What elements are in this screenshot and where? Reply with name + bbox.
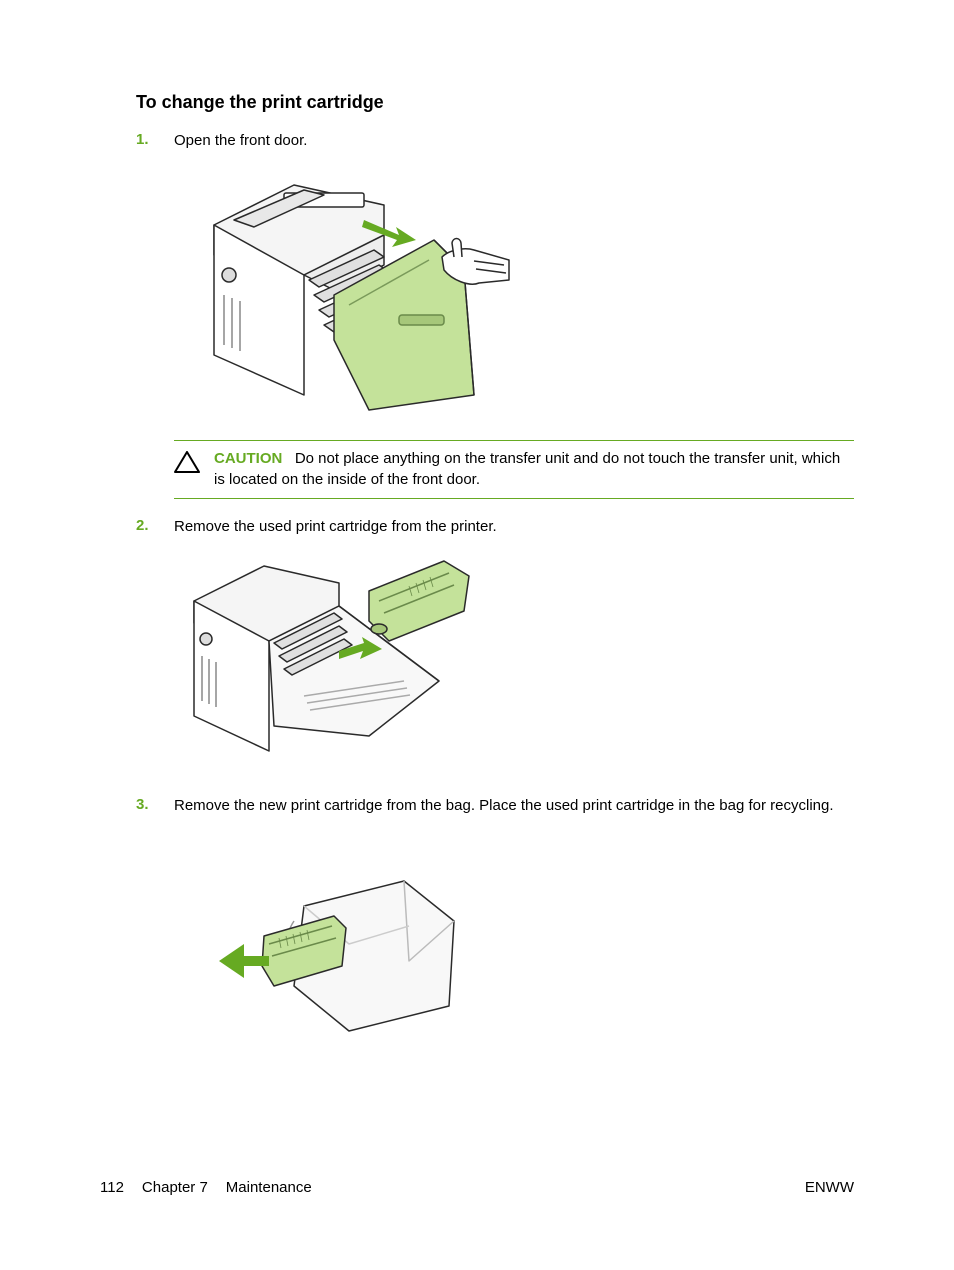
step-number: 3. [136, 796, 174, 813]
page-footer: 112 Chapter 7 Maintenance ENWW [100, 1179, 854, 1196]
caution-icon [174, 451, 200, 473]
step-number: 1. [136, 131, 174, 148]
footer-right: ENWW [805, 1179, 854, 1196]
figure-open-door [174, 165, 854, 420]
step-number: 2. [136, 517, 174, 534]
step-2: 2. Remove the used print cartridge from … [136, 517, 854, 537]
caution-body: Do not place anything on the transfer un… [214, 450, 840, 487]
caution-label: CAUTION [214, 450, 282, 467]
section-title: To change the print cartridge [136, 92, 854, 113]
chapter-label: Chapter 7 [142, 1179, 208, 1196]
step-3: 3. Remove the new print cartridge from t… [136, 796, 854, 816]
step-text: Remove the used print cartridge from the… [174, 517, 854, 537]
caution-text: CAUTION Do not place anything on the tra… [214, 449, 854, 490]
step-text: Open the front door. [174, 131, 854, 151]
section-label: Maintenance [226, 1179, 312, 1196]
step-text: Remove the new print cartridge from the … [174, 796, 854, 816]
page-number: 112 [100, 1179, 124, 1196]
step-1: 1. Open the front door. [136, 131, 854, 151]
caution-box: CAUTION Do not place anything on the tra… [174, 440, 854, 499]
figure-unbag-cartridge [174, 866, 854, 1051]
figure-remove-cartridge [174, 551, 854, 776]
